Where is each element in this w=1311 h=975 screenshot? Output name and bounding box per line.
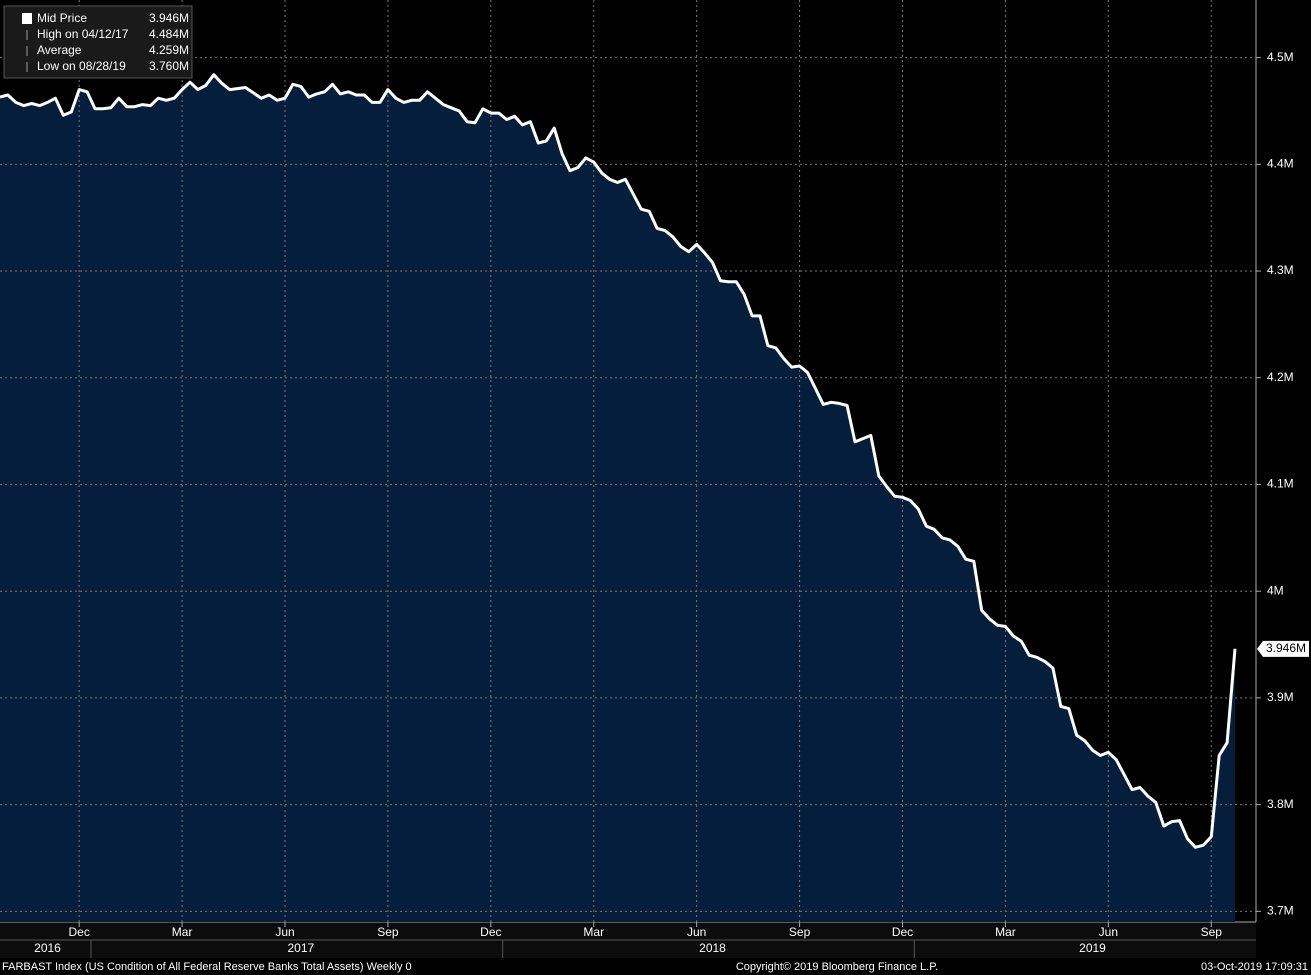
last-value-tag (1257, 640, 1309, 657)
x-tick-label: Sep (789, 925, 811, 939)
y-tick-label: 4.5M (1267, 50, 1294, 64)
legend-label: Mid Price (37, 11, 87, 25)
x-tick-label: Dec (480, 925, 501, 939)
y-tick-label: 4.2M (1267, 370, 1294, 384)
x-tick-label: Dec (892, 925, 913, 939)
y-tick-label: 4.1M (1267, 477, 1294, 491)
y-tick-label: 4.3M (1267, 263, 1294, 277)
y-tick-label: 3.7M (1267, 904, 1294, 918)
legend-label: Average (37, 43, 82, 57)
x-tick-label: Mar (172, 925, 193, 939)
x-tick-label: Mar (995, 925, 1016, 939)
legend-value: 3.760M (149, 59, 189, 73)
legend-label: Low on 08/28/19 (37, 59, 126, 73)
x-tick-label: Jun (275, 925, 294, 939)
x-tick-label: Sep (377, 925, 399, 939)
footer-right: 03-Oct-2019 17:09:31 (1201, 961, 1308, 973)
x-tick-label: Mar (583, 925, 604, 939)
year-label: 2019 (1079, 941, 1106, 955)
line (0, 73, 1237, 849)
x-tick-label: Jun (687, 925, 706, 939)
y-tick-label: 4.4M (1267, 157, 1294, 171)
year-label: 2016 (34, 941, 61, 955)
x-tick-label: Jun (1099, 925, 1118, 939)
legend-value: 3.946M (149, 11, 189, 25)
last-value-label: 3.946M (1266, 641, 1306, 655)
year-label: 2017 (287, 941, 314, 955)
legend-label: High on 04/12/17 (37, 27, 129, 41)
y-tick-label: 4M (1267, 583, 1284, 597)
legend-swatch (22, 13, 32, 24)
area (0, 74, 1235, 922)
footer-left: FARBAST Index (US Condition of All Feder… (2, 961, 412, 973)
legend-box (3, 5, 193, 79)
y-tick-label: 3.8M (1267, 797, 1294, 811)
year-label: 2018 (699, 941, 726, 955)
y-tick-label: 3.9M (1267, 690, 1294, 704)
x-tick-label: Dec (68, 925, 89, 939)
x-tick-label: Sep (1201, 925, 1223, 939)
legend-value: 4.259M (149, 43, 189, 57)
footer-center: Copyright© 2019 Bloomberg Finance L.P. (736, 961, 938, 973)
legend-value: 4.484M (149, 27, 189, 41)
